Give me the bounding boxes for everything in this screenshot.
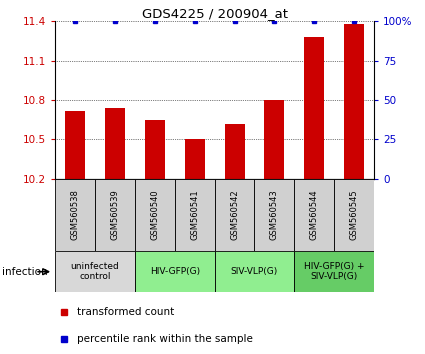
Bar	[215, 179, 255, 251]
Bar	[304, 37, 324, 179]
Text: GSM560543: GSM560543	[270, 190, 279, 240]
Text: GSM560539: GSM560539	[110, 190, 119, 240]
Text: GSM560544: GSM560544	[310, 190, 319, 240]
Text: percentile rank within the sample: percentile rank within the sample	[77, 334, 253, 344]
Text: GSM560545: GSM560545	[350, 190, 359, 240]
Text: transformed count: transformed count	[77, 307, 174, 317]
Text: HIV-GFP(G): HIV-GFP(G)	[150, 267, 200, 276]
Bar	[145, 120, 165, 179]
Bar	[95, 179, 135, 251]
Text: HIV-GFP(G) +
SIV-VLP(G): HIV-GFP(G) + SIV-VLP(G)	[304, 262, 364, 281]
Text: GSM560542: GSM560542	[230, 190, 239, 240]
Bar	[334, 179, 374, 251]
Bar	[344, 24, 364, 179]
Bar	[105, 108, 125, 179]
Bar	[135, 251, 215, 292]
Text: uninfected
control: uninfected control	[71, 262, 119, 281]
Bar	[294, 251, 374, 292]
Text: GSM560541: GSM560541	[190, 190, 199, 240]
Bar	[55, 179, 95, 251]
Bar	[185, 139, 205, 179]
Text: infection: infection	[2, 267, 48, 277]
Bar	[255, 179, 294, 251]
Text: SIV-VLP(G): SIV-VLP(G)	[231, 267, 278, 276]
Bar	[175, 179, 215, 251]
Text: GSM560538: GSM560538	[71, 190, 79, 240]
Bar	[294, 179, 334, 251]
Bar	[65, 110, 85, 179]
Bar	[55, 251, 135, 292]
Bar	[215, 251, 294, 292]
Bar	[224, 124, 244, 179]
Title: GDS4225 / 200904_at: GDS4225 / 200904_at	[142, 7, 288, 20]
Bar	[135, 179, 175, 251]
Bar	[264, 100, 284, 179]
Text: GSM560540: GSM560540	[150, 190, 159, 240]
